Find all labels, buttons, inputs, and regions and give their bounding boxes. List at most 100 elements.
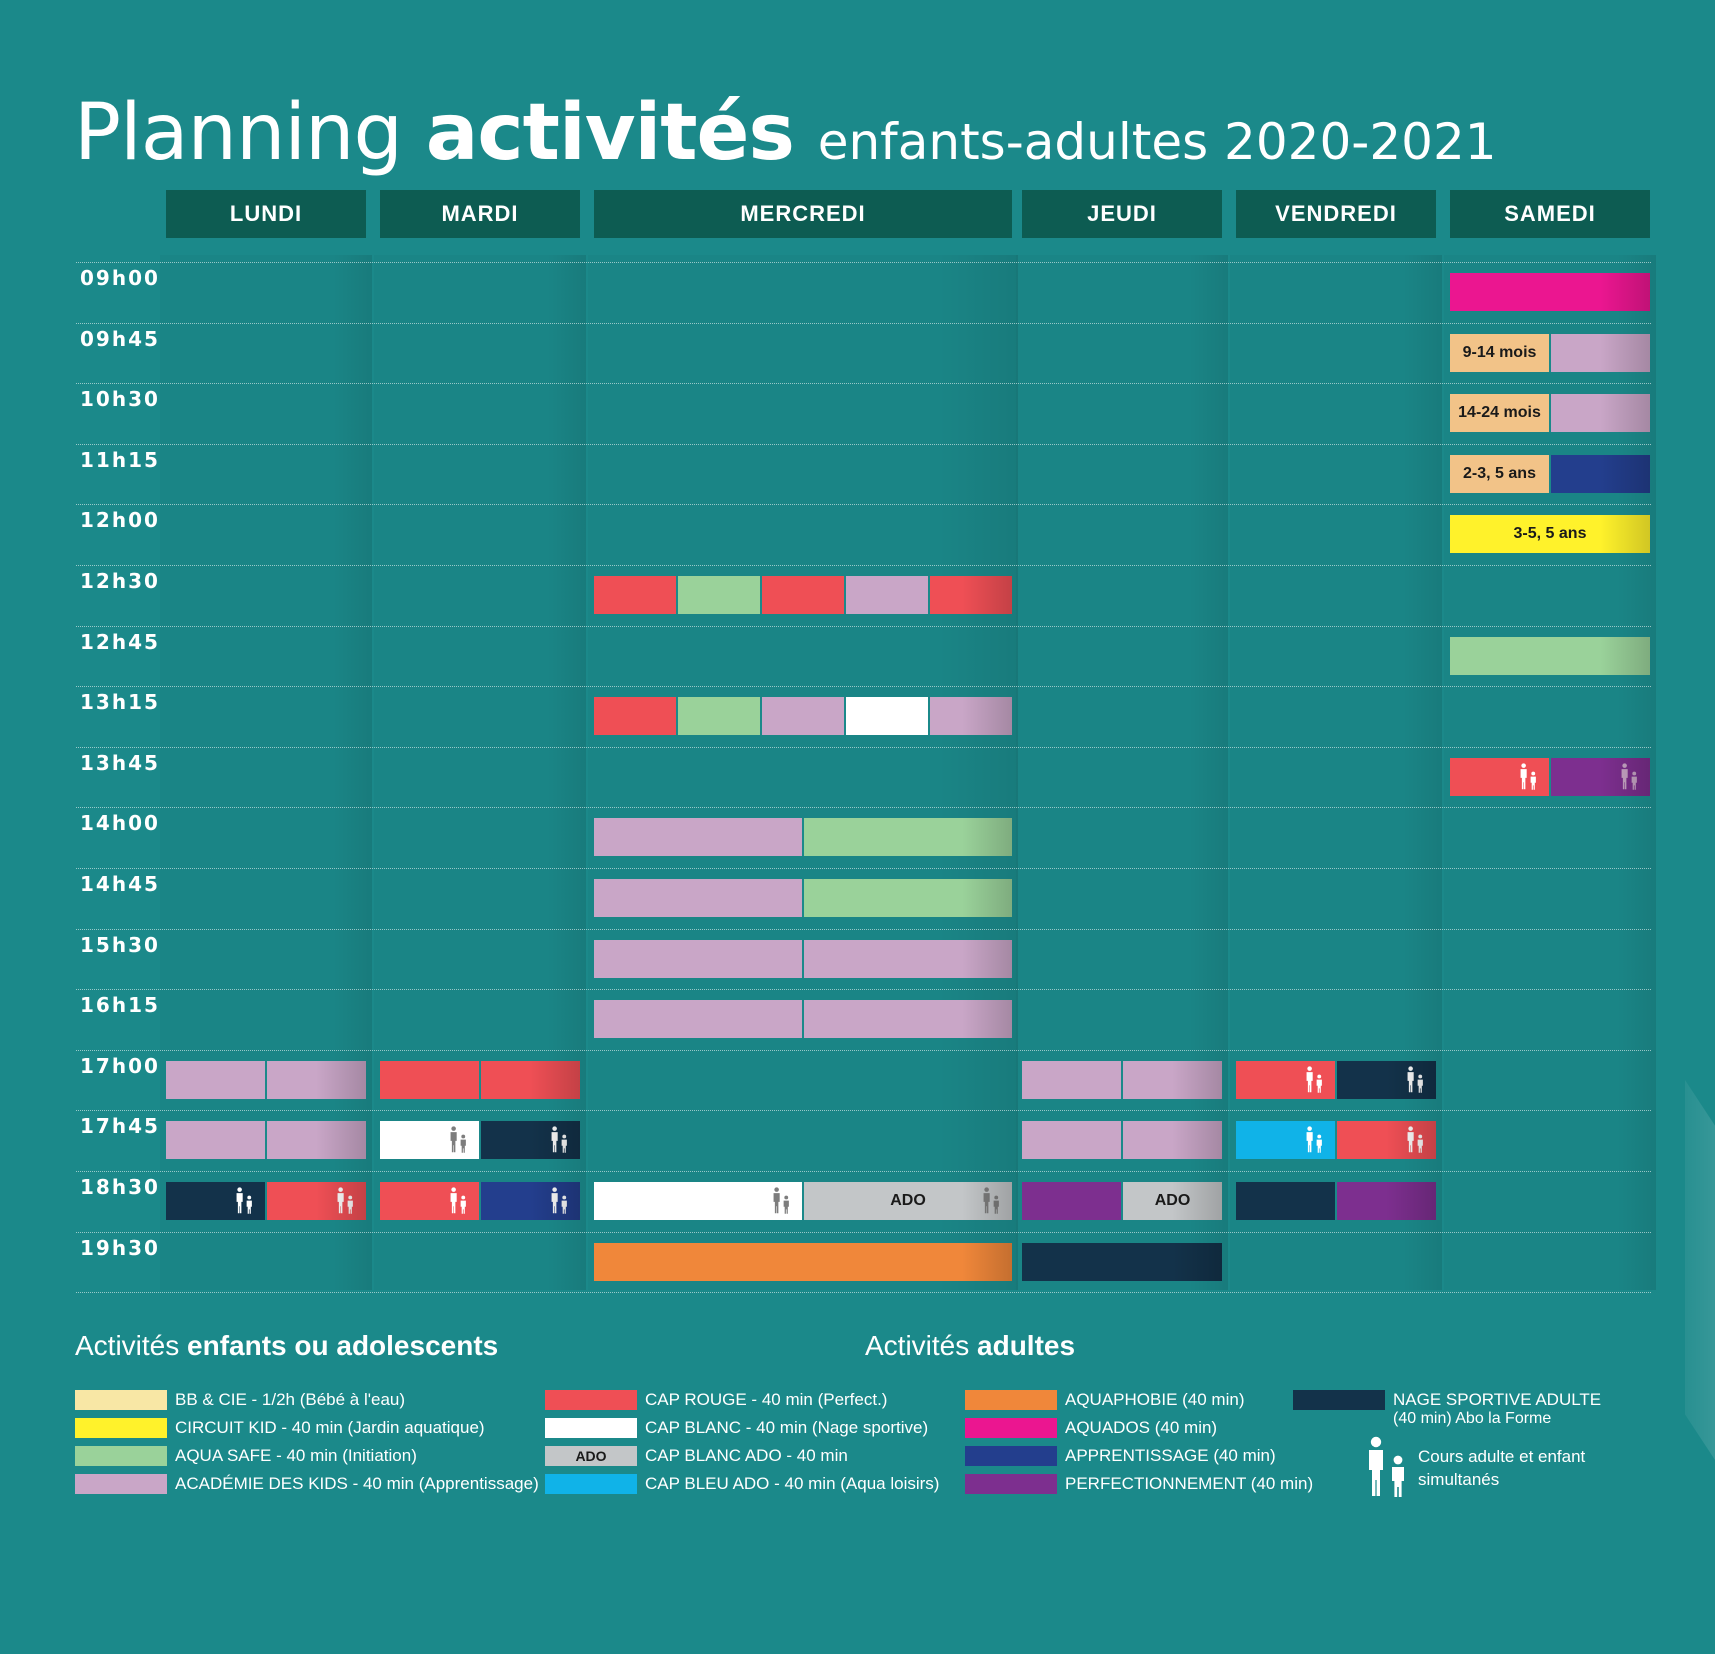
time-label: 14h00 [80, 811, 160, 835]
activity-academie[interactable] [760, 697, 844, 735]
activity-perfectionnement[interactable] [1335, 1182, 1436, 1220]
activity-aquaphobie[interactable] [594, 1243, 1012, 1281]
legend-swatch [75, 1390, 167, 1410]
time-label: 19h30 [80, 1236, 160, 1260]
activity-cap-rouge[interactable] [380, 1182, 479, 1220]
slot-lundi-17h00[interactable] [166, 1061, 366, 1099]
activity-perfectionnement[interactable] [1022, 1182, 1121, 1220]
activity-aquados[interactable] [1450, 273, 1650, 311]
activity-age-band[interactable]: 14-24 mois [1450, 394, 1549, 432]
activity-aqua-safe[interactable] [802, 818, 1012, 856]
activity-academie[interactable] [844, 576, 928, 614]
activity-nage-sportive[interactable] [166, 1182, 265, 1220]
slot-jeudi-17h45[interactable] [1022, 1121, 1222, 1159]
activity-academie[interactable] [594, 940, 802, 978]
activity-academie[interactable] [265, 1121, 366, 1159]
slot-mercredi-16h15[interactable] [594, 1000, 1012, 1038]
activity-cap-rouge[interactable] [1450, 758, 1549, 796]
activity-apprentissage[interactable] [1549, 455, 1650, 493]
activity-nage-sportive[interactable] [1236, 1182, 1335, 1220]
activity-cap-rouge[interactable] [380, 1061, 479, 1099]
slot-lundi-18h30[interactable] [166, 1182, 366, 1220]
activity-cap-blanc-ado[interactable]: ADO [802, 1182, 1012, 1220]
activity-academie[interactable] [802, 940, 1012, 978]
slot-samedi-09h00[interactable] [1450, 273, 1650, 311]
slot-vendredi-18h30[interactable] [1236, 1182, 1436, 1220]
activity-academie[interactable] [265, 1061, 366, 1099]
activity-nage-sportive[interactable] [1022, 1243, 1222, 1281]
activity-cap-rouge[interactable] [760, 576, 844, 614]
slot-samedi-12h00[interactable]: 3-5, 5 ans [1450, 515, 1650, 553]
activity-academie[interactable] [928, 697, 1012, 735]
activity-age-band[interactable]: 9-14 mois [1450, 334, 1549, 372]
slot-samedi-11h15[interactable]: 2-3, 5 ans [1450, 455, 1650, 493]
legend-swatch [1293, 1390, 1385, 1410]
activity-cap-rouge[interactable] [1236, 1061, 1335, 1099]
slot-mercredi-19h30[interactable] [594, 1243, 1012, 1281]
activity-cap-blanc-ado[interactable]: ADO [1121, 1182, 1222, 1220]
slot-samedi-12h45[interactable] [1450, 637, 1650, 675]
activity-aqua-safe[interactable] [1450, 637, 1650, 675]
slot-mercredi-13h15[interactable] [594, 697, 1012, 735]
activity-academie[interactable] [1121, 1061, 1222, 1099]
activity-academie[interactable] [166, 1121, 265, 1159]
slot-mardi-17h45[interactable] [380, 1121, 580, 1159]
time-label: 13h45 [80, 751, 160, 775]
activity-label: 3-5, 5 ans [1513, 525, 1587, 542]
slot-samedi-10h30[interactable]: 14-24 mois [1450, 394, 1650, 432]
legend-text: PERFECTIONNEMENT (40 min) [1065, 1474, 1314, 1493]
activity-aqua-safe[interactable] [676, 697, 760, 735]
slot-mercredi-18h30[interactable]: ADO [594, 1182, 1012, 1220]
activity-nage-sportive[interactable] [1335, 1061, 1436, 1099]
legend-text: CAP BLANC ADO - 40 min [645, 1446, 848, 1465]
activity-cap-rouge[interactable] [928, 576, 1012, 614]
slot-lundi-17h45[interactable] [166, 1121, 366, 1159]
activity-cap-bleu-ado[interactable] [1236, 1121, 1335, 1159]
activity-cap-rouge[interactable] [594, 576, 676, 614]
slot-vendredi-17h45[interactable] [1236, 1121, 1436, 1159]
time-label: 12h45 [80, 630, 160, 654]
activity-aqua-safe[interactable] [802, 879, 1012, 917]
activity-nage-sportive[interactable] [479, 1121, 580, 1159]
activity-aqua-safe[interactable] [676, 576, 760, 614]
activity-cap-rouge[interactable] [479, 1061, 580, 1099]
activity-academie[interactable] [594, 1000, 802, 1038]
activity-age-band[interactable]: 2-3, 5 ans [1450, 455, 1549, 493]
slot-mardi-17h00[interactable] [380, 1061, 580, 1099]
slot-vendredi-17h00[interactable] [1236, 1061, 1436, 1099]
activity-academie[interactable] [1121, 1121, 1222, 1159]
activity-cap-blanc[interactable] [380, 1121, 479, 1159]
slot-mardi-18h30[interactable] [380, 1182, 580, 1220]
activity-academie[interactable] [802, 1000, 1012, 1038]
activity-academie[interactable] [166, 1061, 265, 1099]
activity-cap-rouge[interactable] [1335, 1121, 1436, 1159]
legend-item-academie: ACADÉMIE DES KIDS - 40 min (Apprentissag… [75, 1474, 539, 1498]
activity-academie[interactable] [594, 879, 802, 917]
activity-academie[interactable] [1022, 1121, 1121, 1159]
slot-mercredi-15h30[interactable] [594, 940, 1012, 978]
slot-jeudi-18h30[interactable]: ADO [1022, 1182, 1222, 1220]
slot-mercredi-12h30[interactable] [594, 576, 1012, 614]
activity-cap-blanc[interactable] [844, 697, 928, 735]
slot-samedi-13h45[interactable] [1450, 758, 1650, 796]
activity-cap-rouge[interactable] [594, 697, 676, 735]
day-header-jeudi: JEUDI [1022, 190, 1222, 238]
activity-academie[interactable] [594, 818, 802, 856]
family-note-line1: Cours adulte et enfant [1418, 1447, 1586, 1466]
slot-mercredi-14h00[interactable] [594, 818, 1012, 856]
activity-academie[interactable] [1022, 1061, 1121, 1099]
legend-swatch [965, 1418, 1057, 1438]
activity-academie[interactable] [1549, 334, 1650, 372]
activity-circuit-kid[interactable]: 3-5, 5 ans [1450, 515, 1650, 553]
legend-swatch [75, 1418, 167, 1438]
slot-jeudi-17h00[interactable] [1022, 1061, 1222, 1099]
activity-perfectionnement[interactable] [1549, 758, 1650, 796]
activity-cap-blanc[interactable] [594, 1182, 802, 1220]
activity-cap-rouge[interactable] [265, 1182, 366, 1220]
slot-jeudi-19h30[interactable] [1022, 1243, 1222, 1281]
activity-apprentissage[interactable] [479, 1182, 580, 1220]
slot-samedi-09h45[interactable]: 9-14 mois [1450, 334, 1650, 372]
legend-item-cap-rouge: CAP ROUGE - 40 min (Perfect.) [545, 1390, 887, 1414]
slot-mercredi-14h45[interactable] [594, 879, 1012, 917]
activity-academie[interactable] [1549, 394, 1650, 432]
